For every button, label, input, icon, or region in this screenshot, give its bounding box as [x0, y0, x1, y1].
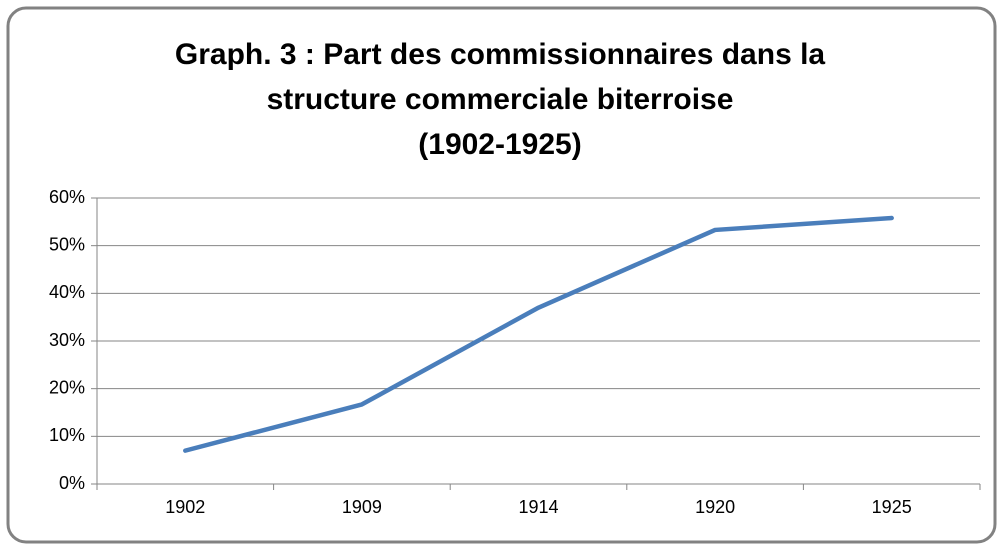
y-tick-label: 60%: [49, 187, 85, 207]
chart-title: structure commerciale biterroise: [267, 83, 734, 116]
y-tick-label: 20%: [49, 377, 85, 397]
x-tick-label: 1925: [872, 497, 912, 517]
y-tick-label: 0%: [59, 473, 85, 493]
y-tick-label: 30%: [49, 330, 85, 350]
y-tick-label: 10%: [49, 425, 85, 445]
chart-title: (1902-1925): [418, 128, 581, 161]
chart-frame: [6, 6, 997, 544]
y-tick-label: 50%: [49, 234, 85, 254]
x-tick-label: 1902: [165, 497, 205, 517]
y-tick-label: 40%: [49, 282, 85, 302]
x-tick-label: 1914: [518, 497, 558, 517]
x-tick-label: 1920: [695, 497, 735, 517]
chart-title: Graph. 3 : Part des commissionnaires dan…: [175, 38, 826, 71]
x-tick-label: 1909: [342, 497, 382, 517]
line-series: [183, 215, 894, 453]
